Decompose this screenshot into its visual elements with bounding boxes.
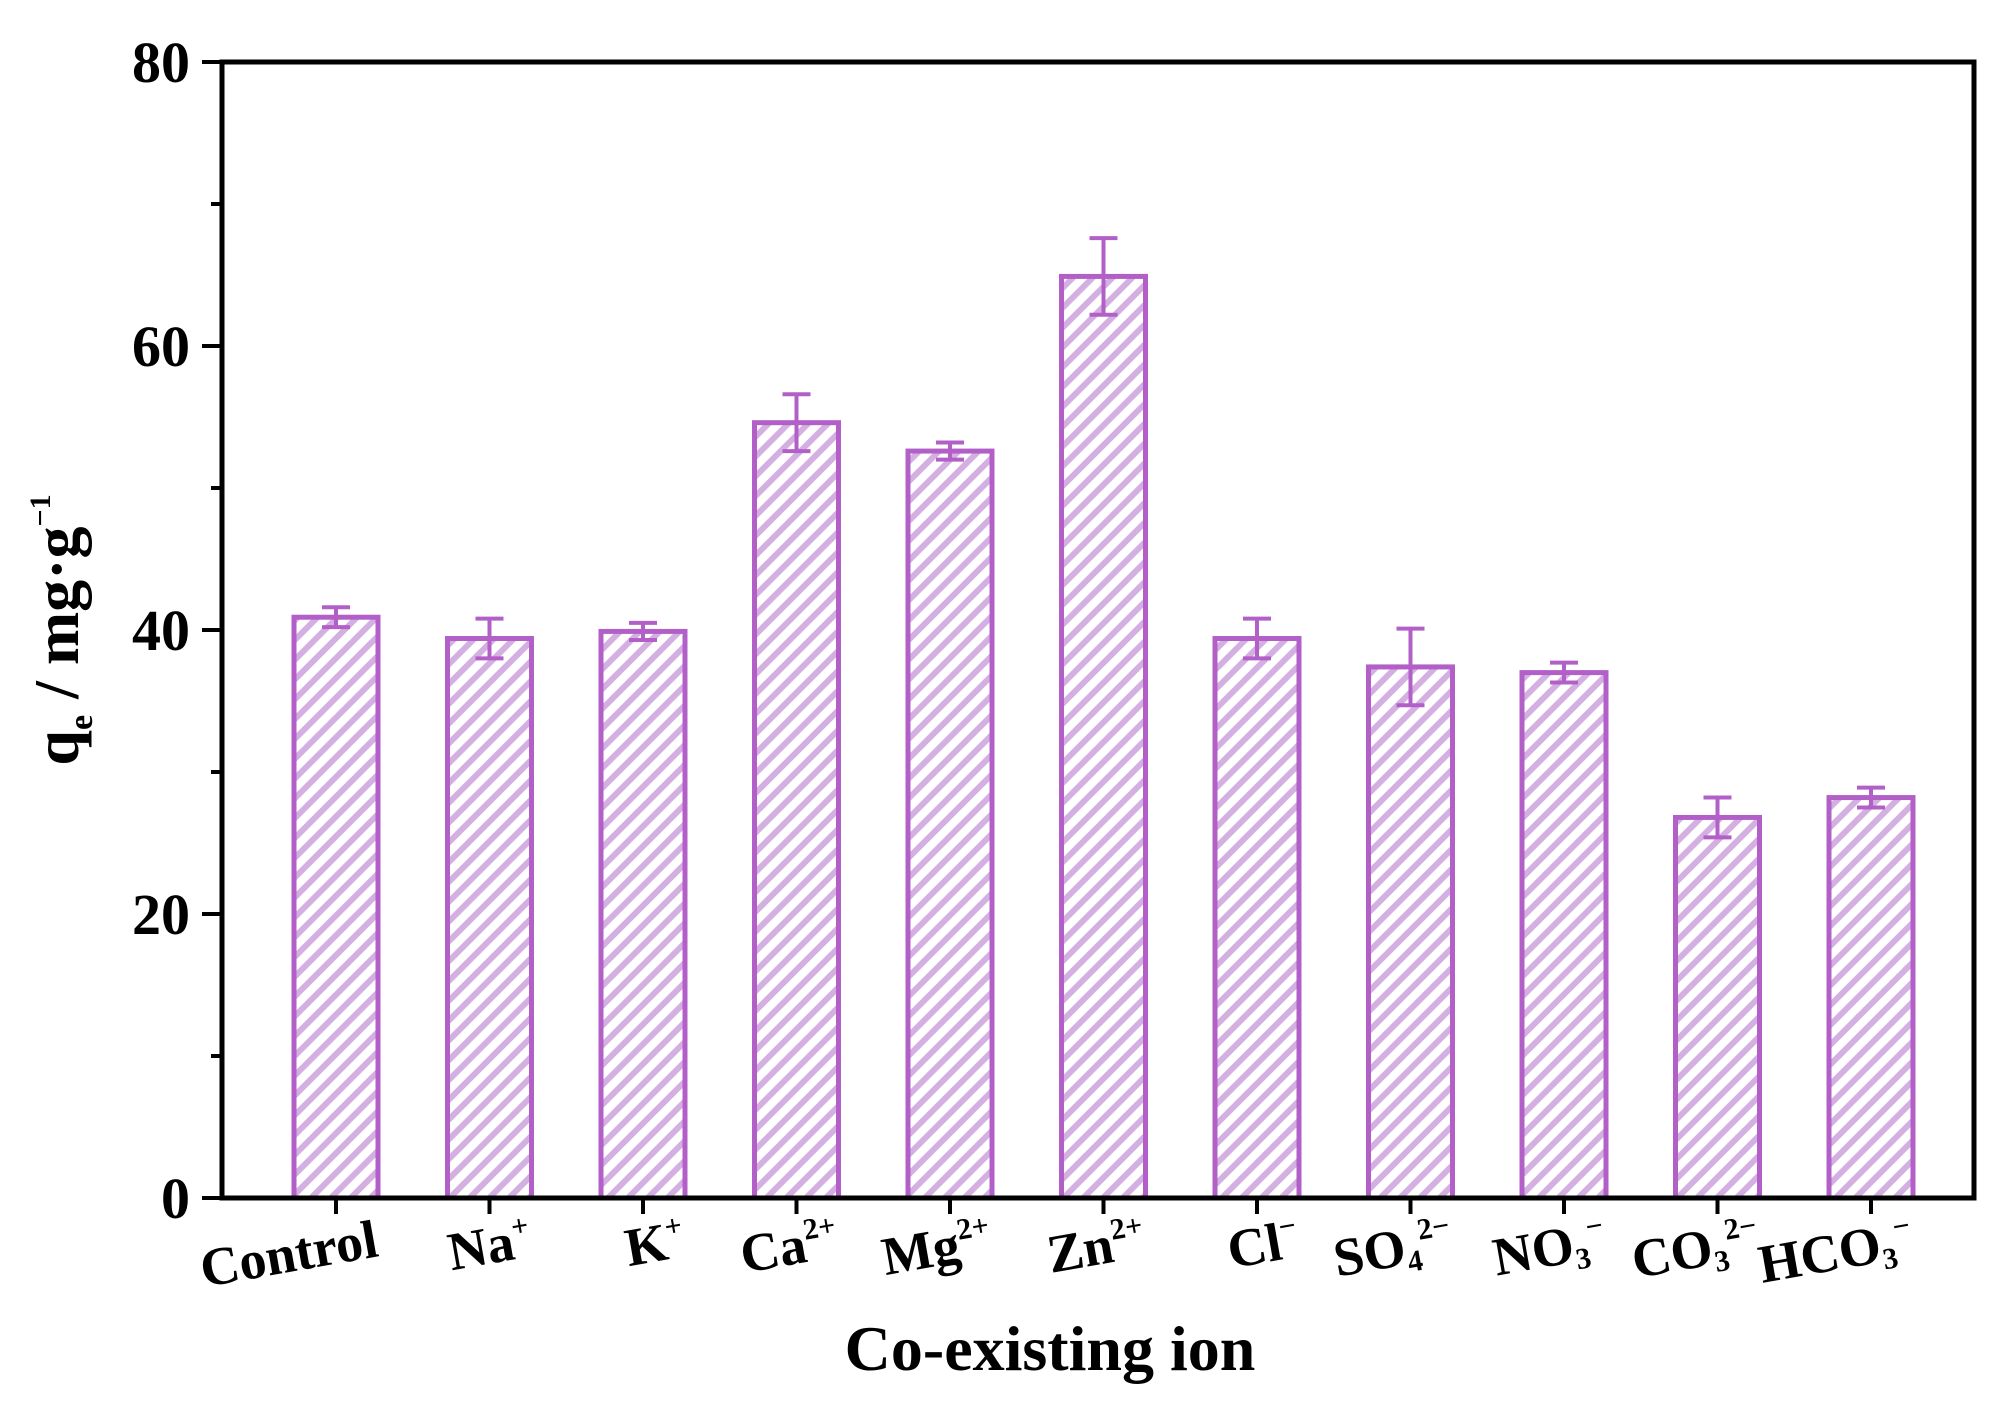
error-bar (475, 616, 504, 661)
error-bar (1550, 660, 1578, 685)
x-tick-label: Na+ (443, 1209, 535, 1283)
x-tick-label: Zn2+ (1042, 1209, 1149, 1285)
error-bar (322, 605, 350, 630)
category-superscript: 2− (1722, 1209, 1759, 1247)
bar (445, 636, 534, 1201)
x-axis-ticks: Control Na+ K+ Ca2+ Mg2+ Zn2+ Cl− SO42− NO3− CO32… (195, 1198, 1918, 1299)
y-axis-ticks: 0 20 40 60 80 (132, 30, 222, 1231)
x-tick-label: HCO3− (1754, 1209, 1918, 1298)
bar (1366, 664, 1455, 1201)
y-tick-label: 40 (132, 598, 190, 663)
category-base: Control (195, 1209, 382, 1299)
category-subscript: 3 (1573, 1241, 1594, 1276)
category-base: NO (1488, 1214, 1578, 1287)
error-bar (1089, 236, 1118, 317)
category-base: Mg (877, 1214, 964, 1287)
category-base: Cl (1223, 1212, 1287, 1280)
error-bar (782, 392, 811, 454)
category-superscript: − (1583, 1209, 1606, 1244)
x-tick-label: Ca2+ (736, 1209, 843, 1285)
x-tick-label: SO42− (1329, 1209, 1457, 1292)
category-superscript: − (1890, 1209, 1913, 1244)
x-tick-label: CO32− (1627, 1209, 1764, 1293)
category-base: CO (1627, 1217, 1717, 1290)
bar (1826, 795, 1916, 1201)
category-superscript: − (1276, 1209, 1299, 1244)
error-bar (1396, 626, 1425, 708)
bar (1212, 636, 1302, 1201)
category-superscript: + (662, 1209, 685, 1244)
error-bars-layer (322, 236, 1885, 840)
category-superscript: + (508, 1209, 531, 1244)
category-subscript: 3 (1880, 1241, 1901, 1276)
x-tick-label: Control (195, 1209, 382, 1299)
category-base: K (620, 1212, 672, 1278)
category-superscript: 2− (1415, 1209, 1452, 1247)
error-bar (936, 440, 964, 462)
category-base: HCO (1754, 1214, 1886, 1294)
bar (1059, 273, 1148, 1201)
bar (598, 628, 688, 1201)
category-superscript: 2+ (1108, 1209, 1145, 1247)
bars-layer (291, 273, 1916, 1201)
category-base: Na (443, 1212, 518, 1283)
bar (905, 448, 995, 1201)
category-base: Ca (736, 1214, 811, 1285)
y-tick-label: 80 (132, 30, 190, 95)
category-base: Zn (1042, 1214, 1117, 1285)
category-superscript: 2+ (801, 1209, 838, 1247)
y-axis-title: qe / mg·g−1 (21, 494, 100, 765)
category-subscript: 4 (1405, 1244, 1426, 1279)
x-tick-label: K+ (620, 1209, 689, 1278)
bar (1519, 670, 1609, 1201)
x-tick-label: NO3− (1488, 1209, 1610, 1291)
bar (291, 614, 381, 1201)
x-tick-label: Cl− (1223, 1209, 1303, 1280)
y-tick-label: 20 (132, 882, 190, 947)
category-superscript: 2+ (954, 1209, 991, 1247)
bar (752, 420, 841, 1201)
category-subscript: 3 (1712, 1244, 1733, 1279)
y-tick-label: 0 (161, 1166, 190, 1231)
x-tick-label: Mg2+ (877, 1209, 996, 1287)
error-bar (1243, 616, 1271, 661)
y-tick-label: 60 (132, 314, 190, 379)
error-bar (1703, 795, 1732, 840)
x-axis-title: Co-existing ion (845, 1313, 1256, 1384)
error-bar (1857, 785, 1885, 810)
category-base: SO (1329, 1217, 1410, 1289)
bar (1673, 814, 1762, 1201)
error-bar (629, 620, 657, 642)
